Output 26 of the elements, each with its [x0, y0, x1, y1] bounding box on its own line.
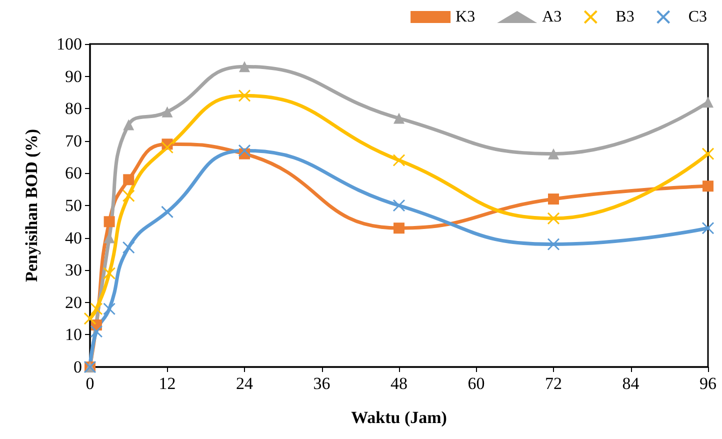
x-tick-label: 24 [236, 374, 254, 393]
legend-label: B3 [616, 8, 634, 26]
y-tick-label: 20 [65, 292, 82, 312]
x-tick-label: 12 [158, 374, 176, 393]
y-tick-label: 50 [65, 196, 82, 215]
y-tick-label: 30 [65, 260, 82, 280]
y-tick-label: 0 [74, 358, 82, 376]
x-tick-label: 60 [468, 374, 485, 393]
y-tick-label: 60 [65, 164, 82, 183]
y-axis-title: Penyisihan BOD (%) [22, 128, 41, 282]
y-tick-label: 40 [65, 228, 82, 248]
y-tick-label: 90 [65, 66, 82, 86]
x-tick-label: 84 [622, 374, 640, 393]
x-tick-label: 72 [545, 374, 562, 393]
x-tick-label: 36 [313, 374, 330, 393]
x-tick-label: 48 [390, 374, 408, 393]
x-tick-label: 96 [700, 374, 716, 393]
legend-label: K3 [456, 8, 476, 26]
legend-label: C3 [688, 8, 707, 26]
x-tick-label: 0 [86, 374, 94, 393]
y-tick-label: 10 [65, 325, 82, 344]
x-axis-title: Waktu (Jam) [351, 408, 447, 427]
y-tick-label: 80 [65, 99, 82, 118]
y-tick-label: 70 [65, 131, 82, 150]
y-tick-label: 100 [56, 34, 82, 54]
legend-label: A3 [542, 8, 562, 26]
